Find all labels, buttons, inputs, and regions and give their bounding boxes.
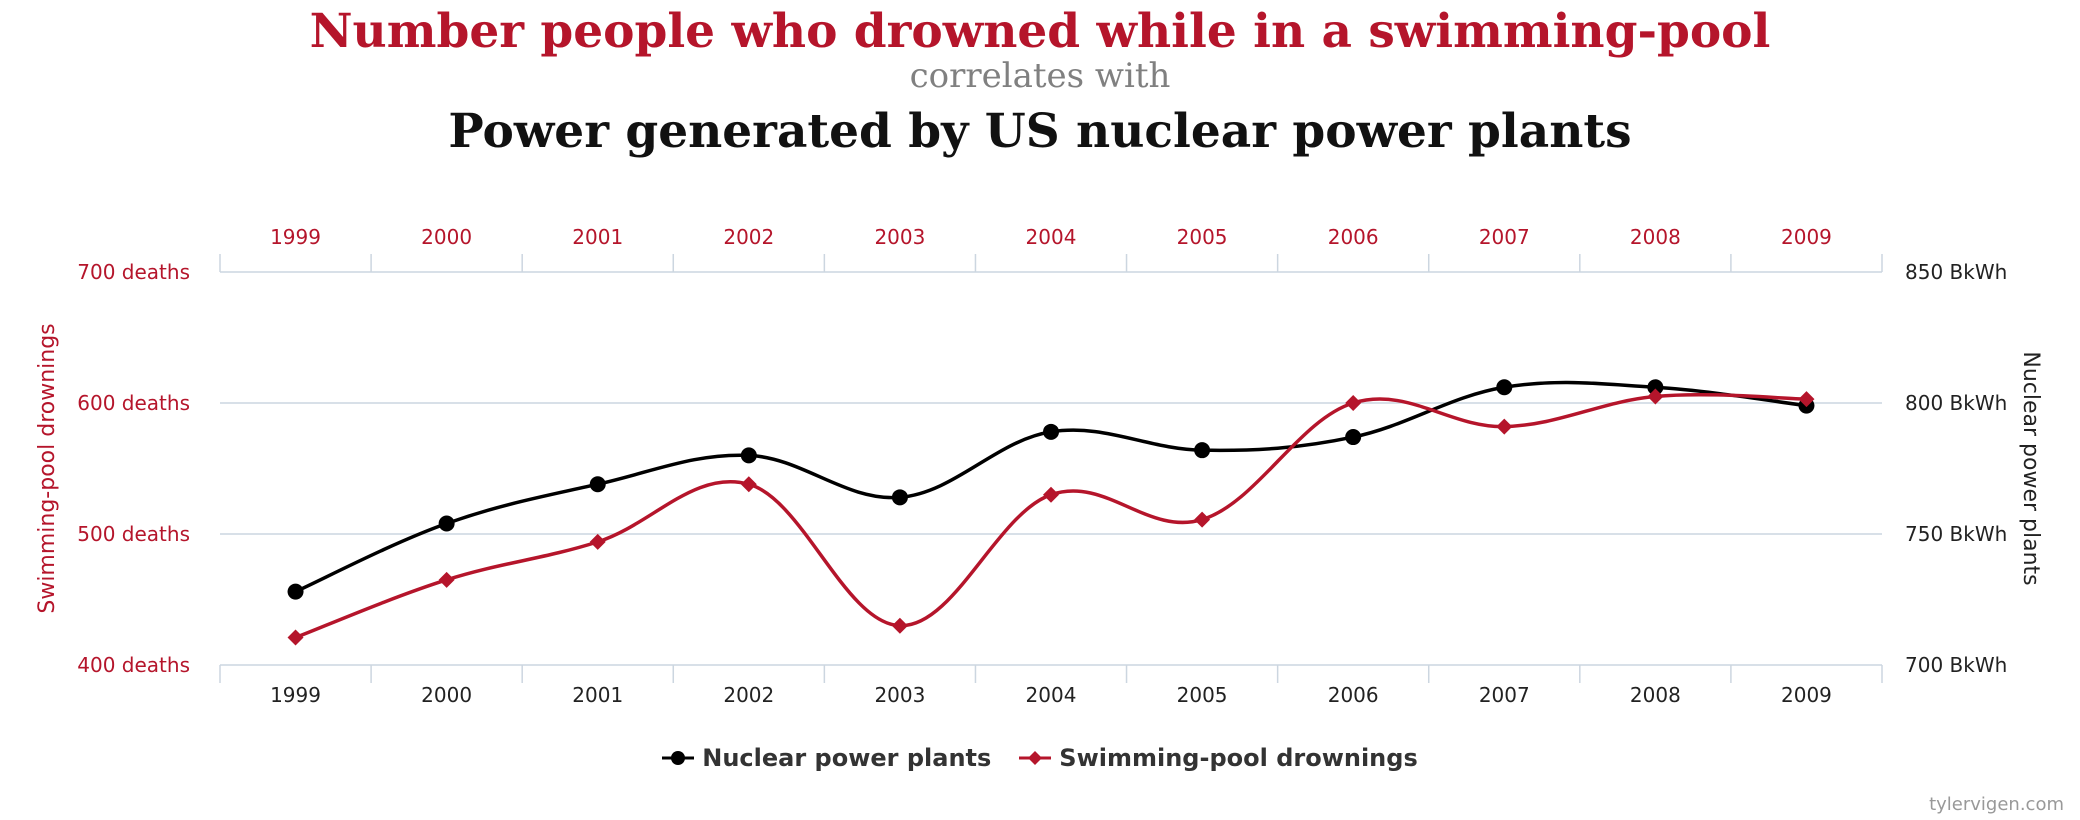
legend-marker-diamond-icon bbox=[1019, 751, 1052, 765]
x-axis-label-top: 2002 bbox=[723, 225, 774, 249]
x-axis-label-bottom: 1999 bbox=[270, 683, 321, 707]
data-point-nuclear[interactable] bbox=[740, 447, 757, 464]
data-point-nuclear[interactable] bbox=[287, 583, 304, 600]
data-point-nuclear[interactable] bbox=[1194, 442, 1211, 459]
data-point-nuclear[interactable] bbox=[1043, 423, 1059, 440]
legend-item-drownings[interactable]: Swimming-pool drownings bbox=[1019, 744, 1418, 772]
x-axis-label-bottom: 2006 bbox=[1328, 683, 1379, 707]
y-right-tick-label: 850 BkWh bbox=[1905, 260, 2007, 284]
legend-label-nuclear: Nuclear power plants bbox=[702, 744, 992, 772]
legend-item-nuclear[interactable]: Nuclear power plants bbox=[662, 744, 991, 772]
data-point-nuclear[interactable] bbox=[1647, 379, 1664, 396]
x-axis-label-bottom: 2002 bbox=[723, 683, 774, 707]
x-axis-label-top: 2008 bbox=[1630, 225, 1681, 249]
x-axis-label-top: 2009 bbox=[1781, 225, 1832, 249]
legend-marker-circle-icon bbox=[662, 751, 695, 765]
x-axis-label-bottom: 2009 bbox=[1781, 683, 1832, 707]
y-left-tick-label: 700 deaths bbox=[77, 260, 190, 284]
y-left-axis-title: Swimming-pool drownings bbox=[35, 323, 60, 613]
x-axis-label-bottom: 2001 bbox=[572, 683, 623, 707]
y-right-tick-label: 700 BkWh bbox=[1905, 653, 2007, 677]
x-axis-label-top: 1999 bbox=[270, 225, 321, 249]
data-point-drownings[interactable] bbox=[1798, 391, 1815, 408]
data-point-nuclear[interactable] bbox=[1345, 429, 1362, 446]
chart-title-secondary: Power generated by US nuclear power plan… bbox=[448, 104, 1632, 159]
y-left-tick-label: 600 deaths bbox=[77, 391, 190, 415]
data-point-drownings[interactable] bbox=[1647, 388, 1664, 405]
data-point-drownings[interactable] bbox=[589, 533, 606, 550]
data-point-drownings[interactable] bbox=[1345, 395, 1362, 411]
data-point-nuclear[interactable] bbox=[589, 476, 606, 493]
data-point-drownings[interactable] bbox=[740, 476, 757, 493]
x-axis-label-bottom: 2005 bbox=[1177, 683, 1228, 707]
data-point-nuclear[interactable] bbox=[1496, 379, 1513, 396]
data-point-drownings[interactable] bbox=[1194, 511, 1211, 528]
y-right-tick-label: 750 BkWh bbox=[1905, 522, 2007, 546]
x-axis-label-bottom: 2008 bbox=[1630, 683, 1681, 707]
legend-label-drownings: Swimming-pool drownings bbox=[1059, 744, 1418, 772]
x-axis-label-bottom: 2004 bbox=[1026, 683, 1077, 707]
y-left-tick-label: 500 deaths bbox=[77, 522, 190, 546]
x-axis-label-top: 2004 bbox=[1026, 225, 1077, 249]
data-point-drownings[interactable] bbox=[287, 629, 304, 646]
chart-title-primary: Number people who drowned while in a swi… bbox=[309, 4, 1771, 59]
source-credit[interactable]: tylervigen.com bbox=[1929, 794, 2064, 815]
y-left-tick-label: 400 deaths bbox=[77, 653, 190, 677]
data-point-drownings[interactable] bbox=[438, 571, 455, 588]
y-right-axis-title: Nuclear power plants bbox=[2018, 351, 2043, 585]
data-point-drownings[interactable] bbox=[1043, 486, 1059, 503]
x-axis-label-top: 2005 bbox=[1177, 225, 1228, 249]
chart-legend: Nuclear power plants Swimming-pool drown… bbox=[0, 744, 2080, 772]
x-axis-label-bottom: 2003 bbox=[874, 683, 925, 707]
x-axis-label-top: 2003 bbox=[874, 225, 925, 249]
x-axis-label-top: 2007 bbox=[1479, 225, 1530, 249]
data-point-drownings[interactable] bbox=[1496, 418, 1513, 435]
x-axis-label-top: 2001 bbox=[572, 225, 623, 249]
x-axis-label-bottom: 2007 bbox=[1479, 683, 1530, 707]
x-axis-label-top: 2006 bbox=[1328, 225, 1379, 249]
chart-plot: 1999 1999 2000 2000 2001 2001 2002 2002 2003 2003… bbox=[35, 225, 2043, 707]
data-point-drownings[interactable] bbox=[891, 617, 908, 634]
x-axis-label-top: 2000 bbox=[421, 225, 472, 249]
y-right-tick-label: 800 BkWh bbox=[1905, 391, 2007, 415]
data-point-nuclear[interactable] bbox=[438, 515, 455, 532]
x-axis-label-bottom: 2000 bbox=[421, 683, 472, 707]
data-point-nuclear[interactable] bbox=[891, 489, 908, 506]
chart-title-connector: correlates with bbox=[909, 56, 1171, 96]
